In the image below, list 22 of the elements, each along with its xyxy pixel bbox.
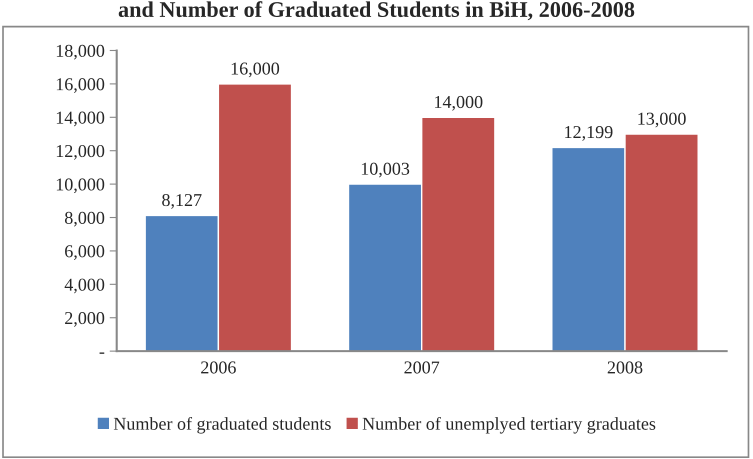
text: 16,000 — [232, 62, 280, 78]
y-tick-label: 16,000 — [56, 78, 104, 93]
x-tick-label: 2007 — [404, 361, 440, 374]
y-tick-label: 6,000 — [65, 245, 104, 260]
y-tick-label: 8,000 — [64, 212, 104, 227]
text: 12,199 — [565, 126, 612, 141]
text: 13,000 — [638, 112, 686, 128]
y-tick-label: 14,000 — [56, 112, 104, 126]
y-tick-label: 18,000 — [56, 44, 104, 60]
chart-title: and Number of Graduated Students in BiH, 2006-2008 — [118, 1, 634, 20]
legend-label: Number of unemplyed tertiary graduates — [362, 416, 656, 434]
y-tick-label: 4,000 — [64, 278, 104, 294]
y-tick-label: 2,000 — [65, 312, 104, 327]
y-tick-label: 12,000 — [56, 144, 104, 160]
x-tick-label: 2008 — [608, 361, 642, 374]
text: 14,000 — [435, 96, 482, 111]
text: 8,127 — [162, 194, 202, 209]
y-tick-label: - — [100, 352, 104, 354]
text: 10,003 — [362, 162, 410, 178]
y-tick-label: 10,000 — [56, 178, 104, 194]
x-tick-label: 2006 — [201, 361, 236, 374]
legend-label: Number of graduated students — [114, 416, 331, 434]
